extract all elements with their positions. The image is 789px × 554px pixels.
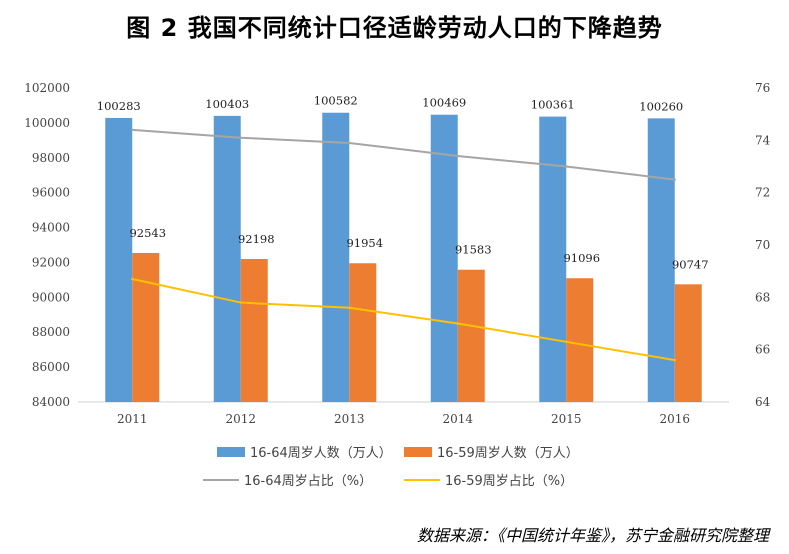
data-label-16-64: 100469	[422, 96, 466, 110]
x-tick-label: 2016	[659, 412, 690, 426]
point-16-64-ratio	[348, 141, 351, 145]
data-label-16-59: 90747	[672, 257, 709, 271]
bar-16-59	[132, 252, 160, 402]
point-16-59-ratio	[565, 340, 568, 344]
data-labels: 100283 92543 100403 92198 100582 91954 100469 9…	[97, 94, 709, 272]
y-left-tick-label: 88000	[32, 325, 70, 339]
bar-16-59	[457, 269, 485, 402]
x-tick-label: 2012	[225, 412, 256, 426]
point-16-64-ratio	[565, 165, 568, 168]
y-left-tick-label: 86000	[32, 360, 70, 374]
bar-16-59	[240, 258, 268, 402]
y-right-tick-label: 64	[755, 395, 771, 409]
bar-16-64	[322, 112, 350, 403]
legend-16-64-ratio-label: 16-64周岁占比（%）	[244, 474, 372, 489]
y-left-tick-label: 98000	[32, 151, 70, 165]
y-left-tick-label: 100000	[24, 116, 70, 130]
legend-16-59-count-label: 16-59周岁人数（万人）	[437, 446, 579, 461]
data-label-16-64: 100283	[97, 99, 141, 113]
bar-16-64	[539, 116, 567, 403]
bar-16-59	[566, 278, 594, 402]
y-left-tick-label: 84000	[32, 395, 70, 409]
legend-16-64-count-label: 16-64周岁人数（万人）	[250, 446, 392, 461]
legend-16-59-ratio-label: 16-59周岁占比（%）	[445, 474, 573, 489]
lines	[131, 128, 676, 362]
point-16-59-ratio	[131, 277, 134, 281]
data-label-16-64: 100361	[531, 98, 575, 112]
x-tick-label: 2013	[334, 412, 365, 426]
bar-16-64	[647, 118, 675, 402]
x-tick-label: 2014	[442, 412, 473, 426]
chart-title: 图 2 我国不同统计口径适龄劳动人口的下降趋势	[126, 14, 663, 42]
x-tick-label: 2015	[551, 412, 582, 426]
point-16-59-ratio	[348, 306, 351, 309]
point-16-64-ratio	[456, 154, 459, 158]
x-tick-label: 2011	[117, 412, 148, 426]
bars	[105, 112, 702, 403]
y-right-tick-label: 66	[755, 343, 770, 357]
point-16-59-ratio	[456, 322, 459, 325]
y-left-tick-label: 102000	[24, 81, 70, 95]
data-label-16-64: 100403	[205, 97, 249, 111]
data-label-16-64: 100582	[314, 94, 358, 108]
bar-16-64	[213, 115, 241, 403]
line-16-59-ratio	[132, 278, 675, 362]
data-label-16-64: 100260	[639, 99, 683, 113]
axes: 84000 86000 88000 90000 92000 94000 96000 98000…	[24, 81, 770, 426]
data-label-16-59: 92198	[238, 232, 275, 246]
bar-16-64	[430, 114, 458, 402]
y-right-tick-label: 72	[755, 186, 770, 200]
point-16-59-ratio	[239, 301, 242, 304]
data-label-16-59: 92543	[129, 226, 166, 240]
y-right-tick-label: 74	[755, 133, 771, 147]
legend: 16-64周岁人数（万人） 16-59周岁人数（万人） 16-64周岁占比（%） 16…	[203, 446, 579, 489]
y-right-tick-label: 76	[755, 81, 770, 95]
y-right-tick-label: 68	[755, 290, 770, 304]
point-16-59-ratio	[673, 358, 676, 362]
legend-16-59-count-swatch	[404, 447, 432, 457]
y-left-tick-label: 96000	[32, 186, 70, 200]
point-16-64-ratio	[131, 128, 134, 132]
y-right-tick-label: 70	[755, 238, 770, 252]
y-left-tick-label: 94000	[32, 221, 70, 235]
data-label-16-59: 91954	[346, 236, 383, 250]
legend-16-64-count-swatch	[217, 447, 245, 457]
bar-16-59	[349, 263, 377, 402]
point-16-64-ratio	[239, 136, 242, 139]
y-left-tick-label: 92000	[32, 255, 70, 269]
point-16-64-ratio	[673, 178, 676, 181]
bar-16-59	[674, 284, 702, 402]
data-label-16-59: 91096	[563, 251, 600, 265]
bar-16-64	[105, 117, 133, 402]
line-16-64-ratio	[132, 128, 675, 181]
data-label-16-59: 91583	[455, 243, 492, 257]
y-left-tick-label: 90000	[32, 290, 70, 304]
source-note: 数据来源：《中国统计年鉴》，苏宁金融研究院整理	[416, 526, 769, 545]
